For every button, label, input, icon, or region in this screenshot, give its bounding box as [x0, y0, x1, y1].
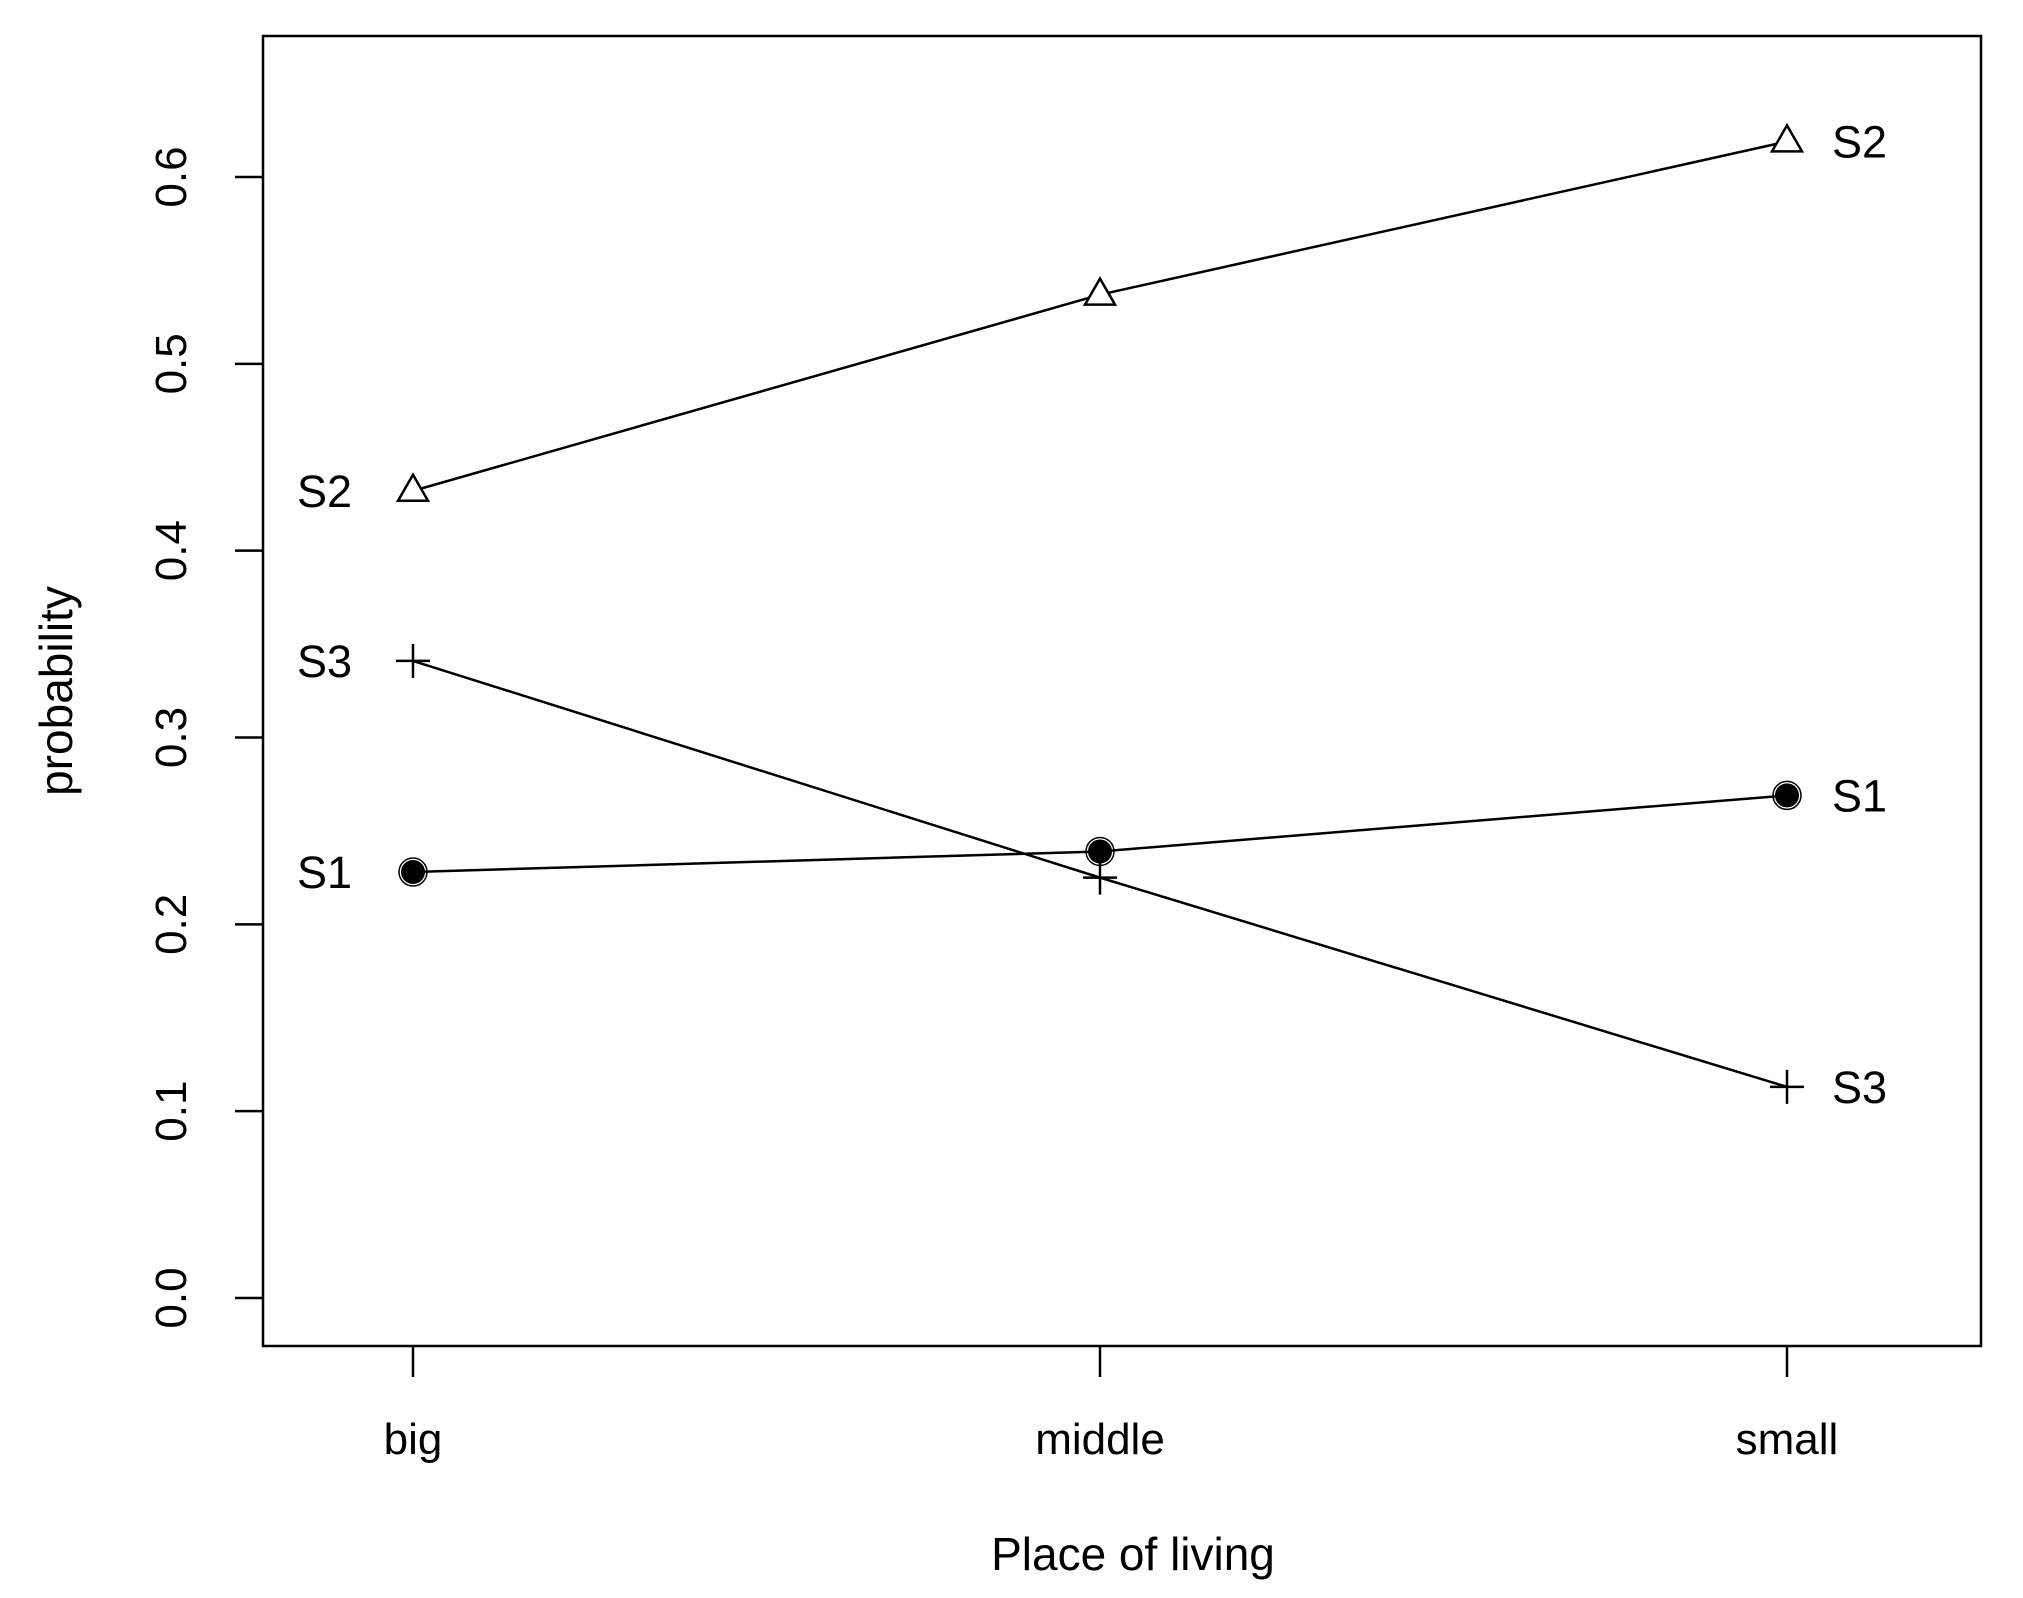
y-axis-title: probability — [30, 586, 82, 796]
series-label-left: S3 — [297, 636, 352, 687]
x-tick-label: big — [384, 1415, 443, 1464]
y-tick-label: 0.5 — [147, 333, 196, 394]
data-point — [1082, 276, 1118, 306]
data-point-ring — [1772, 780, 1802, 811]
y-axis: 0.0 0.1 0.2 0.3 0.4 0.5 0.6 — [147, 146, 263, 1329]
series-s3: S3 S3 — [297, 636, 1887, 1113]
y-tick-label: 0.6 — [147, 146, 196, 207]
y-tick-label: 0.2 — [147, 894, 196, 955]
x-axis-title: Place of living — [991, 1528, 1275, 1580]
series-layer: S1 S1 S2 S2 S3 S3 — [297, 117, 1887, 1113]
series-label-right: S1 — [1832, 770, 1887, 821]
y-tick-label: 0.0 — [147, 1267, 196, 1328]
y-tick-label: 0.1 — [147, 1081, 196, 1142]
data-point — [396, 643, 430, 678]
data-point — [1770, 1069, 1804, 1104]
series-s2: S2 S2 — [297, 117, 1887, 517]
series-label-left: S2 — [297, 466, 352, 517]
data-point — [1769, 122, 1805, 153]
x-tick-label: middle — [1035, 1415, 1165, 1464]
series-s1: S1 S1 — [297, 770, 1887, 898]
series-label-right: S2 — [1832, 117, 1887, 168]
data-point-ring — [398, 857, 428, 887]
data-point — [401, 860, 425, 885]
data-point — [1083, 860, 1117, 895]
series-line — [412, 140, 1788, 493]
x-axis: big middle small — [384, 1346, 1839, 1464]
series-label-right: S3 — [1832, 1062, 1887, 1113]
y-tick-label: 0.3 — [147, 707, 196, 768]
data-point — [1088, 839, 1112, 864]
data-point — [395, 472, 431, 503]
series-label-left: S1 — [297, 847, 352, 898]
plot-frame — [261, 34, 1983, 1348]
data-point — [1775, 783, 1799, 808]
x-tick-label: small — [1736, 1415, 1839, 1464]
y-tick-label: 0.4 — [147, 520, 196, 581]
